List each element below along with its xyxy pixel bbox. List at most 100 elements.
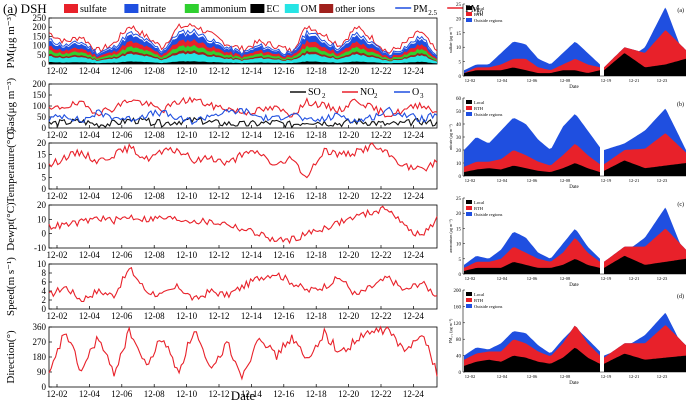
rytick-label-2-2: 10	[456, 243, 462, 248]
rxtick-label-2-0: 12-02	[465, 276, 476, 281]
legend-line-label-1: PM	[465, 4, 480, 15]
gas-legend-sub-0: 2	[322, 92, 326, 100]
xtick-label-0-11: 12-24	[403, 66, 424, 76]
rytick-label-3-5: 200	[454, 289, 462, 294]
ytick-label-1-4: 200	[33, 79, 47, 89]
xtick-label-2-7: 12-16	[273, 191, 294, 201]
rarea-1-1-0	[604, 160, 686, 176]
rarea-1-0-0	[464, 163, 600, 176]
rlegend-label-3-2: Outside regions	[474, 304, 503, 309]
xtick-label-4-4: 12-10	[176, 311, 197, 321]
rarea-2-0-0	[464, 259, 600, 274]
rxtick-label-3-3: 12-08	[560, 374, 571, 379]
xtick-label-5-0: 12-02	[47, 389, 68, 399]
xtick-label-0-8: 12-18	[306, 66, 327, 76]
gas-legend-sub-2: 3	[420, 92, 424, 100]
panel-frame-3	[48, 204, 438, 249]
xtick-label-1-3: 12-08	[144, 130, 165, 140]
legend-line-sub-1: 10	[476, 9, 484, 17]
ylabel-4: Speed(m s⁻¹)	[5, 257, 17, 316]
rxtick-label-1-3: 12-08	[560, 178, 571, 183]
xtick-label-4-0: 12-02	[47, 311, 68, 321]
gas-legend-label-2: O	[412, 87, 419, 98]
xtick-label-5-4: 12-10	[176, 389, 197, 399]
ytick-label-0-4: 200	[33, 22, 47, 32]
xtick-label-4-1: 12-04	[79, 311, 100, 321]
xtick-label-2-0: 12-02	[47, 191, 68, 201]
xtick-label-2-3: 12-08	[144, 191, 165, 201]
xtick-label-2-6: 12-14	[241, 191, 262, 201]
xtick-label-5-1: 12-04	[79, 389, 100, 399]
gas-legend-sub-1: 2	[374, 92, 378, 100]
ytick-label-5-4: 360	[33, 322, 47, 332]
xtick-label-4-6: 12-14	[241, 311, 262, 321]
xtick-label-2-8: 12-18	[306, 191, 327, 201]
rarea-3-0-0	[464, 347, 600, 372]
ytick-label-3-2: 10	[37, 214, 47, 224]
xtick-label-1-7: 12-16	[273, 130, 294, 140]
rytick-label-1-1: 10	[456, 162, 462, 167]
xtick-label-3-0: 12-02	[47, 250, 68, 260]
rxlabel-0: Date	[569, 85, 579, 90]
xtick-label-4-8: 12-18	[306, 311, 327, 321]
xtick-label-3-9: 12-20	[338, 250, 359, 260]
legend-line-sub-0: 2.5	[428, 9, 437, 17]
series-1-0	[48, 116, 438, 129]
ytick-label-5-1: 90	[37, 367, 47, 377]
ytick-label-5-0: 0	[42, 382, 47, 392]
rytick-label-3-2: 80	[456, 338, 462, 343]
xtick-label-1-8: 12-18	[306, 130, 327, 140]
xtick-label-3-4: 12-10	[176, 250, 197, 260]
legend-swatch-1	[124, 4, 139, 13]
xtick-label-3-1: 12-04	[79, 250, 100, 260]
ylabel-3: Dewpt(°C)	[5, 202, 17, 251]
gas-legend-label-0: SO	[308, 87, 321, 98]
rytick-label-2-0: 0	[459, 273, 462, 278]
xtick-label-5-9: 12-20	[338, 389, 359, 399]
ytick-label-0-3: 150	[33, 31, 47, 41]
xtick-label-0-9: 12-20	[338, 66, 359, 76]
legend-swatch-5	[319, 4, 334, 13]
rlegend-label-2-0: Local	[474, 200, 485, 205]
rylabel-1: nitrate (μg m⁻³)	[448, 124, 453, 150]
xtick-label-4-3: 12-08	[144, 311, 165, 321]
rlegend-swatch-0-1	[466, 12, 472, 16]
xtick-label-4-5: 12-12	[209, 311, 230, 321]
rpanel-title-3: (d)	[677, 293, 684, 300]
xtick-label-1-9: 12-20	[338, 130, 359, 140]
rlegend-swatch-3-0	[466, 292, 472, 296]
rytick-label-2-4: 20	[456, 212, 462, 217]
rytick-label-2-5: 25	[456, 197, 462, 202]
xtick-label-4-7: 12-16	[273, 311, 294, 321]
rlegend-label-0-1: BTH	[474, 12, 484, 17]
panel-frame-4	[48, 263, 438, 310]
rarea-0-0-0	[464, 67, 600, 76]
xtick-label-2-1: 12-04	[79, 191, 100, 201]
rytick-label-1-5: 50	[456, 110, 462, 115]
rlegend-label-1-1: BTH	[474, 106, 484, 111]
rytick-label-1-3: 30	[456, 136, 462, 141]
series-1-2	[48, 106, 438, 126]
gas-legend-label-1: NO	[360, 87, 374, 98]
ytick-label-4-5: 10	[37, 259, 47, 269]
ytick-label-3-3: 20	[37, 200, 47, 210]
rytick-label-3-3: 120	[454, 322, 462, 327]
ytick-label-1-0: 0	[42, 123, 47, 133]
ytick-label-0-1: 50	[37, 50, 47, 60]
ytick-label-0-0: 0	[42, 59, 47, 69]
ytick-label-4-2: 4	[42, 286, 47, 296]
rxtick-label-0-3: 12-08	[560, 78, 571, 83]
legend-label-0: sulfate	[80, 4, 107, 15]
rxtick-label-3-5: 12-21	[629, 374, 640, 379]
xtick-label-0-7: 12-16	[273, 66, 294, 76]
ytick-label-5-3: 270	[33, 337, 47, 347]
series-5-0	[48, 325, 438, 381]
panel-frame-5	[48, 326, 438, 388]
xtick-label-3-2: 12-06	[111, 250, 132, 260]
xtick-label-4-10: 12-22	[371, 311, 392, 321]
xtick-label-5-5: 12-12	[209, 389, 230, 399]
rlegend-label-1-0: Local	[474, 100, 485, 105]
rxtick-label-2-5: 12-21	[629, 276, 640, 281]
legend-line-label-0: PM	[413, 4, 428, 15]
series-4-0	[48, 266, 438, 303]
